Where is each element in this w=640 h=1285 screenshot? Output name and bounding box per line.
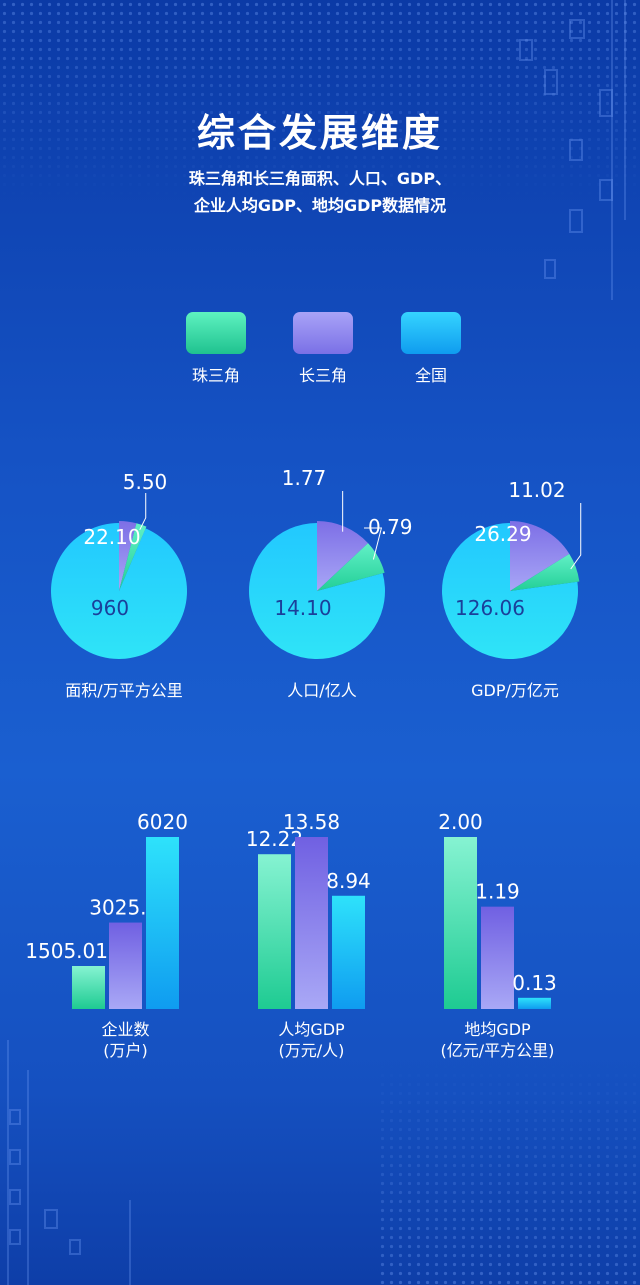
bar-value-label: 1505.01: [25, 939, 108, 963]
pie-chart-1: 960 22.10 5.50 面积/万平方公里: [50, 470, 187, 700]
pie-category-label: 人口/亿人: [287, 681, 356, 700]
bar-national: [146, 837, 179, 1009]
bar-prd: [258, 854, 291, 1009]
legend-swatch-prd: [186, 312, 246, 354]
legend-item-prd: 珠三角: [176, 312, 256, 386]
bar-category-unit: (亿元/平方公里): [441, 1041, 555, 1060]
bar-prd: [444, 837, 477, 1009]
bar-prd: [72, 965, 105, 1009]
pie-slice-prd: [510, 553, 580, 591]
pie-label-prd: 0.79: [368, 515, 413, 539]
pie-label-national: 960: [91, 596, 129, 620]
bar-value-label: 1.19: [475, 880, 520, 904]
pie-slice-prd: [119, 523, 147, 591]
pie-label-yrd: 1.77: [282, 466, 327, 490]
bar-category-unit: (万元/人): [279, 1041, 345, 1060]
pie-slice-yrd: [510, 521, 570, 591]
bar-value-label: 12.22: [246, 827, 303, 851]
bar-value-label: 2.00: [438, 810, 483, 834]
bar-category-label: 企业数: [101, 1020, 149, 1039]
bar-national: [518, 997, 551, 1009]
pie-label-national: 126.06: [455, 596, 525, 620]
legend-swatch-national: [401, 312, 461, 354]
subtitle-line-1: 珠三角和长三角面积、人口、GDP、: [188, 169, 452, 188]
pie-category-label: 面积/万平方公里: [65, 681, 182, 700]
pie-label-prd: 11.02: [508, 478, 565, 502]
legend-swatch-yrd: [293, 312, 353, 354]
pie-label-prd: 5.50: [123, 470, 168, 494]
bar-yrd: [295, 837, 328, 1009]
leader-line-prd: [570, 503, 582, 570]
pie-label-yrd: 22.10: [83, 525, 140, 549]
bar-value-label: 8.94: [326, 869, 371, 893]
pie-slice-yrd: [119, 521, 137, 591]
pie-slice-yrd: [317, 521, 369, 591]
page-title: 综合发展维度: [196, 110, 443, 155]
bar-national: [332, 895, 365, 1009]
bar-yrd: [109, 922, 142, 1009]
legend-item-national: 全国: [391, 312, 471, 386]
pie-slice-prd: [317, 543, 385, 591]
bar-chart-3: 2.00 1.19 0.13 地均GDP (亿元/平方公里): [438, 810, 557, 1060]
bar-yrd: [481, 906, 514, 1009]
legend-label-prd: 珠三角: [191, 366, 240, 385]
legend-label-yrd: 长三角: [298, 366, 347, 385]
subtitle: 珠三角和长三角面积、人口、GDP、 企业人均GDP、地均GDP数据情况: [0, 165, 640, 219]
pie-slice-national: [50, 523, 187, 659]
bar-category-label: 地均GDP: [464, 1020, 531, 1039]
leader-line-prd: [139, 493, 147, 531]
pie-slice-national: [249, 523, 386, 659]
leader-line-prd: [364, 527, 383, 560]
pie-label-national: 14.10: [274, 596, 331, 620]
bar-category-unit: (万户): [103, 1041, 148, 1060]
subtitle-line-2: 企业人均GDP、地均GDP数据情况: [193, 196, 447, 215]
pie-chart-3: 126.06 26.29 11.02 GDP/万亿元: [442, 478, 582, 700]
legend: 珠三角 长三角 全国: [0, 312, 640, 392]
bar-value-label: 0.13: [512, 971, 557, 995]
bar-category-label: 人均GDP: [278, 1020, 345, 1039]
legend-item-yrd: 长三角: [283, 312, 363, 386]
pie-label-yrd: 26.29: [474, 522, 531, 546]
bar-value-label: 6020: [137, 810, 188, 834]
bar-value-label: 13.58: [283, 810, 340, 834]
pie-category-label: GDP/万亿元: [471, 681, 559, 700]
legend-label-national: 全国: [414, 366, 447, 385]
pie-chart-2: 14.10 1.77 0.79 人口/亿人: [249, 466, 413, 700]
